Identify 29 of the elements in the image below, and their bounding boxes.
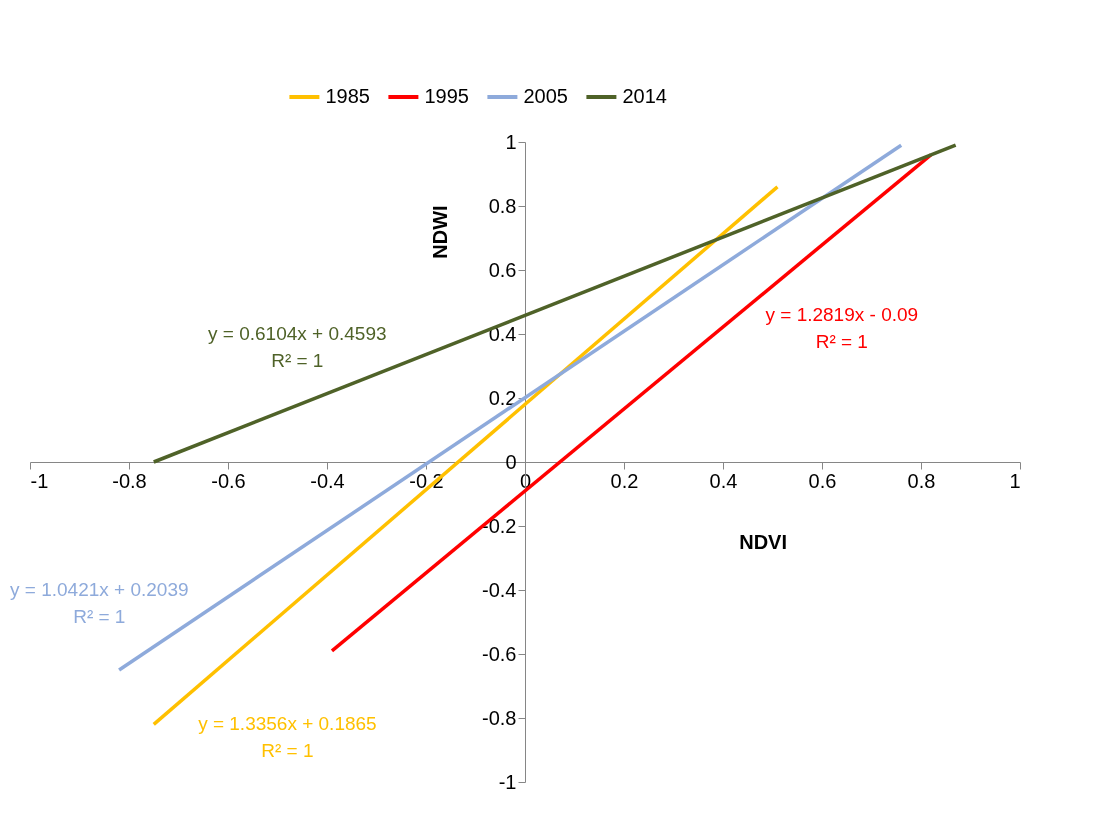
legend-label: 2014 [622,85,667,107]
legend-label: 1985 [325,85,370,107]
x-tick-label: 0.6 [808,469,837,492]
y-tick-label: 0.8 [488,194,517,217]
y-tick-label: -0.2 [482,514,517,537]
legend-label: 1995 [424,85,469,107]
x-tick-label: 0.8 [907,469,936,492]
legend-label: 2005 [523,85,568,107]
x-tick-label: -0.8 [112,469,147,492]
x-tick-label: 1 [1009,469,1021,492]
y-tick-label: -1 [498,770,517,793]
x-tick-label: -1 [30,469,49,492]
x-tick-label: -0.6 [211,469,246,492]
x-axis-title: NDVI [739,530,787,553]
y-tick-label: 0 [505,450,517,473]
y-tick-label: -0.8 [482,706,517,729]
x-tick-label: 0.4 [709,469,738,492]
annotation: y = 1.0421x + 0.2039 R² = 1 [10,579,189,627]
y-tick-label: -0.6 [482,642,517,665]
y-tick-label: -0.4 [482,578,517,601]
annotation: y = 1.2819x - 0.09 R² = 1 [765,303,919,352]
y-tick-label: 0.6 [488,258,517,281]
annotation: y = 0.6104x + 0.4593 R² = 1 [208,323,387,371]
annotation: y = 1.3356x + 0.1865 R² = 1 [198,713,377,762]
x-tick-label: -0.4 [310,469,345,492]
y-tick-label: 0.2 [488,386,517,409]
x-tick-label: 0.2 [610,469,639,492]
y-axis-title: NDWI [428,205,451,259]
y-tick-label: 1 [505,130,517,153]
